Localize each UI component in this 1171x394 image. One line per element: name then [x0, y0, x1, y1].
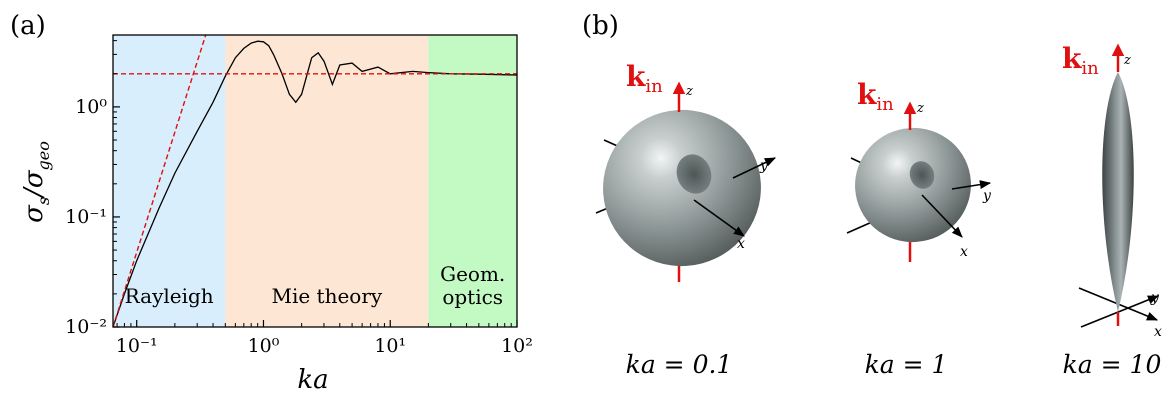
radiation-pattern-ka-1: kin z y x ka = 1	[846, 78, 992, 379]
region-label-2: Geom. optics	[440, 262, 505, 309]
x-axis-label: ka	[297, 365, 328, 394]
region-2	[428, 35, 517, 327]
radiation-pattern-ka-10: kin z y x ka = 10	[1062, 42, 1162, 379]
series-line-0	[113, 40, 517, 327]
series-line-1	[113, 35, 207, 327]
x-tick-label-3: 10²	[501, 335, 533, 357]
y-axis-label-text: σs/σgeo	[19, 141, 53, 223]
y-axis-label: σs/σgeo	[19, 141, 53, 223]
k-in-label: kin	[857, 78, 894, 115]
caption-ka-1: ka = 1	[865, 350, 948, 379]
z-axis-label: z	[685, 84, 693, 99]
y-tick-label-1: 10⁻¹	[65, 206, 107, 228]
k-in-label: kin	[626, 60, 663, 97]
y-axis-label-3d: y	[1150, 290, 1160, 306]
region-1	[225, 35, 429, 327]
region-label-1: Mie theory	[271, 284, 382, 308]
x-axis-arrow	[693, 199, 745, 237]
y-axis-arrow	[1080, 295, 1160, 328]
y-tick-label-2: 10⁰	[75, 96, 107, 118]
caption-ka-10: ka = 10	[1063, 350, 1162, 379]
z-axis-label: z	[916, 101, 924, 116]
y-axis-label-3d: y	[759, 158, 769, 174]
caption-ka-0.1: ka = 0.1	[626, 350, 733, 379]
x-tick-label-2: 10¹	[374, 335, 406, 357]
plot-frame	[112, 34, 518, 328]
x-tick-label-0: 10⁻¹	[116, 335, 158, 357]
scattering-cross-section-chart: Rayleigh Mie theory Geom. optics 10⁻¹ 10⁰ 10¹ 1…	[65, 34, 533, 357]
region-0	[113, 35, 226, 327]
region-label-0: Rayleigh	[125, 284, 214, 308]
x-axis-label-3d: x	[960, 244, 968, 260]
y-axis-label-3d: y	[982, 188, 992, 204]
y-axis-arrow	[951, 180, 992, 190]
x-axis-label-3d: x	[737, 236, 745, 252]
x-axis-label-3d: x	[1154, 324, 1162, 340]
x-axis-arrow	[921, 194, 963, 238]
z-axis-label: z	[1123, 53, 1131, 68]
torus-surface	[603, 109, 761, 267]
spindle-surface	[1102, 72, 1134, 312]
x-tick-label-1: 10⁰	[248, 335, 280, 357]
radiation-pattern-ka-0.1: kin z y x ka = 0.1	[595, 60, 777, 379]
k-in-label: kin	[1062, 42, 1099, 79]
cross-axis-line	[846, 221, 873, 234]
torus-surface	[855, 127, 971, 243]
y-axis-arrow	[732, 157, 777, 179]
panel-b-label: (b)	[582, 11, 619, 41]
plot-lines	[113, 35, 517, 327]
x-axis-label-text: ka	[297, 365, 328, 394]
y-tick-label-0: 10⁻²	[65, 316, 107, 338]
panel-a-label: (a)	[10, 11, 46, 41]
torus-hole	[676, 154, 712, 194]
torus-hole	[909, 161, 935, 189]
